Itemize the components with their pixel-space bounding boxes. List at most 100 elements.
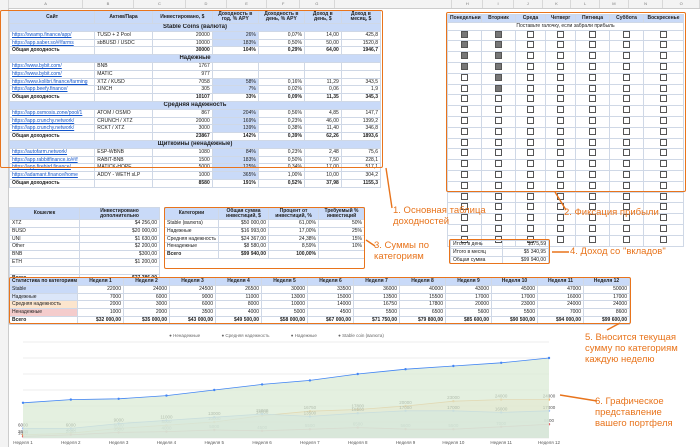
checkbox[interactable] [623,171,630,178]
checkbox[interactable] [495,41,502,49]
checkbox[interactable] [660,203,667,211]
checkbox[interactable] [589,95,596,103]
checkbox[interactable] [589,203,596,211]
header-cell[interactable]: Доходность в год, % APY [211,10,259,24]
checkbox[interactable] [589,41,596,49]
checkbox[interactable] [589,31,596,38]
checkbox[interactable] [495,160,502,168]
checkbox[interactable] [527,41,534,49]
checkbox[interactable] [623,41,630,49]
checkbox[interactable] [623,203,630,211]
checkbox[interactable] [495,203,502,211]
checkbox[interactable] [589,74,596,81]
checkbox[interactable] [527,52,534,60]
checkbox[interactable] [589,149,596,157]
checkbox[interactable] [495,139,502,146]
checkbox[interactable] [527,160,534,168]
checkbox[interactable] [660,41,667,49]
checkbox[interactable] [660,85,667,92]
checkbox[interactable] [589,139,596,146]
checkbox[interactable] [660,74,667,81]
checkbox[interactable] [660,63,667,70]
checkbox-cell[interactable] [643,223,684,236]
checkbox[interactable] [461,214,468,222]
checkbox[interactable] [557,106,564,114]
checkbox[interactable] [557,139,564,146]
header-cell[interactable]: Доходность в день, % APY [257,10,305,24]
checkbox[interactable] [495,193,502,200]
wallet-header[interactable]: Инвестировано дополнительно [79,207,160,220]
checkbox[interactable] [660,95,667,103]
checkbox-cell[interactable] [609,191,644,204]
checkbox[interactable] [461,203,468,211]
checkbox[interactable] [461,160,468,168]
checkbox[interactable] [461,52,468,60]
checkbox[interactable] [461,117,468,124]
checkbox[interactable] [557,182,564,189]
checkbox[interactable] [660,117,667,124]
total-cell[interactable]: 1155,3 [340,178,382,188]
checkbox[interactable] [557,74,564,81]
checkbox[interactable] [461,171,468,178]
checkbox[interactable] [557,225,564,232]
checkbox[interactable] [660,182,667,189]
checkbox[interactable] [527,85,534,92]
checkbox[interactable] [660,171,667,178]
checkbox[interactable] [527,128,534,135]
checkbox[interactable] [557,236,564,243]
checkbox[interactable] [557,85,564,92]
checkbox[interactable] [527,171,534,178]
checkbox[interactable] [527,203,534,211]
checkbox[interactable] [495,214,502,222]
checkbox[interactable] [461,41,468,49]
checkbox[interactable] [495,85,502,92]
checkbox[interactable] [461,193,468,200]
checkbox[interactable] [623,214,630,222]
checkbox[interactable] [495,225,502,232]
checkbox-cell[interactable] [643,202,684,215]
checkbox[interactable] [527,31,534,38]
checkbox[interactable] [660,149,667,157]
checkbox[interactable] [495,117,502,124]
checkbox[interactable] [527,106,534,114]
checkbox[interactable] [623,193,630,200]
checkbox[interactable] [623,149,630,157]
checkbox[interactable] [495,52,502,60]
checkbox[interactable] [660,52,667,60]
checkbox[interactable] [623,117,630,124]
checkbox[interactable] [461,128,468,135]
checkbox[interactable] [461,182,468,189]
checkbox[interactable] [557,171,564,178]
checkbox[interactable] [495,106,502,114]
checkbox-cell[interactable] [643,159,684,171]
checkbox[interactable] [589,128,596,135]
checkbox[interactable] [557,63,564,70]
checkbox[interactable] [557,41,564,49]
checkbox[interactable] [660,225,667,232]
checkbox[interactable] [527,225,534,232]
checkbox[interactable] [589,193,596,200]
checkbox[interactable] [660,160,667,168]
checkbox[interactable] [461,74,468,81]
checkbox-cell[interactable] [643,213,684,225]
checkbox-cell[interactable] [643,126,684,139]
checkbox[interactable] [660,139,667,146]
checkbox[interactable] [461,95,468,103]
checkbox[interactable] [589,85,596,92]
checkbox[interactable] [461,106,468,114]
header-cell[interactable]: Сайт [8,10,96,24]
checkbox[interactable] [589,63,596,70]
checkbox[interactable] [495,128,502,135]
checkbox[interactable] [461,149,468,157]
category-header[interactable]: Категории [164,207,219,220]
checkbox[interactable] [527,149,534,157]
checkbox-cell[interactable] [643,191,684,204]
checkbox[interactable] [461,225,468,232]
checkbox[interactable] [623,106,630,114]
checkbox[interactable] [660,236,667,243]
category-header[interactable]: Общая сумма инвестиций, $ [218,207,269,220]
checkbox[interactable] [557,214,564,222]
checkbox[interactable] [557,31,564,38]
checkbox[interactable] [623,74,630,81]
checkbox-cell[interactable] [643,137,684,150]
